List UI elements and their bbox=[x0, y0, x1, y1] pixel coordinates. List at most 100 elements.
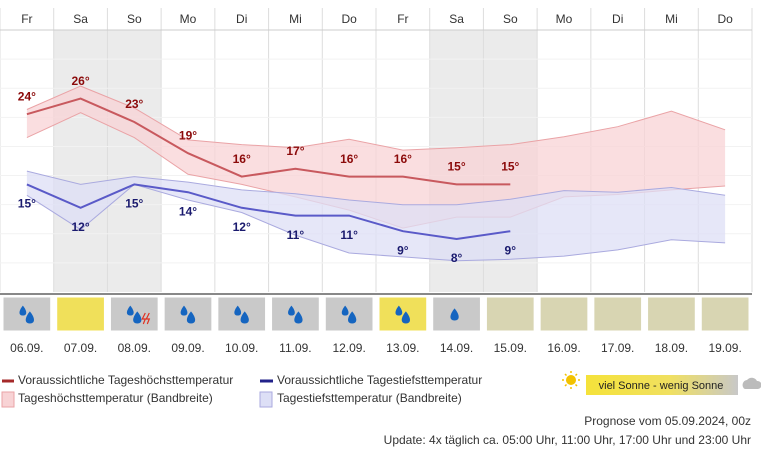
band-edge bbox=[26, 183, 726, 262]
date-label: 08.09. bbox=[118, 341, 151, 355]
icon-tile bbox=[56, 296, 105, 332]
icon-tile bbox=[217, 296, 267, 332]
day-name: Di bbox=[236, 12, 247, 26]
weather-icon bbox=[217, 296, 267, 332]
rain-drop bbox=[294, 311, 303, 324]
rain-drop bbox=[341, 305, 349, 316]
date-label: 13.09. bbox=[386, 341, 419, 355]
legend-label: Voraussichtliche Tageshöchsttemperatur bbox=[18, 373, 233, 387]
temperature-line bbox=[26, 183, 511, 241]
sunshine-label: viel Sonne - wenig Sonne bbox=[599, 380, 724, 392]
weather-icon bbox=[432, 296, 481, 332]
weather-icon bbox=[593, 296, 643, 332]
rain-drop bbox=[240, 311, 249, 324]
value-label: 15° bbox=[447, 160, 465, 174]
date-label: 09.09. bbox=[171, 341, 204, 355]
date-label: 10.09. bbox=[225, 341, 258, 355]
forecast-note: Prognose vom 05.09.2024, 00z bbox=[584, 414, 751, 428]
temperature-line bbox=[26, 97, 511, 186]
icon-tile bbox=[378, 296, 428, 332]
icon-tile bbox=[432, 296, 481, 332]
date-label: 12.09. bbox=[332, 341, 365, 355]
icon-tile bbox=[271, 296, 320, 332]
weekend-shade bbox=[107, 30, 162, 292]
weather-icon bbox=[700, 296, 750, 332]
icon-tile bbox=[2, 296, 52, 332]
legend: Voraussichtliche Tageshöchsttemperatur V… bbox=[1, 371, 761, 408]
date-label: 18.09. bbox=[655, 341, 688, 355]
value-label: 24° bbox=[18, 89, 36, 103]
rain-drop bbox=[395, 305, 403, 316]
weather-icon bbox=[378, 296, 428, 332]
day-name: Fr bbox=[21, 12, 32, 26]
day-name: Mo bbox=[556, 12, 573, 26]
value-label: 16° bbox=[233, 152, 251, 166]
rain-drop bbox=[19, 305, 27, 316]
value-label: 12° bbox=[71, 220, 89, 234]
rain-drop bbox=[450, 308, 459, 321]
day-name: Sa bbox=[73, 12, 88, 26]
day-name: Sa bbox=[449, 12, 464, 26]
value-label: 15° bbox=[18, 197, 36, 211]
day-name: So bbox=[127, 12, 142, 26]
legend-label: Tagestiefsttemperatur (Bandbreite) bbox=[277, 391, 462, 405]
icon-tile bbox=[539, 296, 589, 332]
value-label: 9° bbox=[397, 243, 409, 257]
date-label: 16.09. bbox=[547, 341, 580, 355]
day-name: Do bbox=[341, 12, 357, 26]
value-label: 15° bbox=[125, 197, 143, 211]
legend-swatch bbox=[259, 391, 273, 408]
plot: 24° 26° 23° 19° 16° 17° 16° 16° 15° 15° 15° 12° 15° 1… bbox=[18, 74, 726, 265]
date-label: 07.09. bbox=[64, 341, 97, 355]
rain-drop bbox=[133, 311, 142, 324]
update-note: Update: 4x täglich ca. 05:00 Uhr, 11:00 … bbox=[384, 433, 751, 447]
rain-drop bbox=[25, 311, 34, 324]
icon-tile bbox=[109, 296, 159, 332]
sun-icon bbox=[562, 371, 580, 389]
day-name: Di bbox=[612, 12, 623, 26]
icon-tile bbox=[647, 296, 696, 332]
value-label: 16° bbox=[394, 152, 412, 166]
value-label: 12° bbox=[233, 220, 251, 234]
icon-tile bbox=[593, 296, 643, 332]
value-label: 16° bbox=[340, 152, 358, 166]
weather-icon bbox=[163, 296, 213, 332]
date-label: 06.09. bbox=[10, 341, 43, 355]
value-label: 26° bbox=[71, 74, 89, 88]
rain-drop bbox=[288, 305, 295, 316]
day-name: Mo bbox=[180, 12, 197, 26]
weather-icon bbox=[539, 296, 589, 332]
weather-icon bbox=[324, 296, 374, 332]
weather-icon bbox=[271, 296, 320, 332]
lightning bbox=[141, 312, 151, 325]
date-label: 17.09. bbox=[601, 341, 634, 355]
day-name: Mi bbox=[665, 12, 678, 26]
legend-label: Tageshöchsttemperatur (Bandbreite) bbox=[18, 391, 213, 405]
date-label: 14.09. bbox=[440, 341, 473, 355]
day-name: So bbox=[503, 12, 518, 26]
icon-tile bbox=[485, 296, 535, 332]
rain-drop bbox=[126, 305, 134, 316]
icon-tile bbox=[163, 296, 213, 332]
legend-swatch bbox=[1, 391, 15, 408]
weather-icon bbox=[2, 296, 52, 332]
value-label: 9° bbox=[505, 243, 517, 257]
weather-icon bbox=[56, 296, 105, 332]
date-label: 15.09. bbox=[494, 341, 527, 355]
rain-drop bbox=[348, 311, 357, 324]
value-label: 11° bbox=[287, 228, 305, 242]
legend-label: Voraussichtliche Tagestiefsttemperatur bbox=[277, 373, 482, 387]
rain-drop bbox=[180, 305, 188, 316]
value-label: 8° bbox=[451, 251, 463, 265]
weather-icon bbox=[109, 296, 159, 332]
value-label: 14° bbox=[179, 204, 197, 218]
value-label: 19° bbox=[179, 128, 197, 142]
weather-icon bbox=[485, 296, 535, 332]
day-name: Mi bbox=[289, 12, 302, 26]
value-label: 11° bbox=[340, 228, 358, 242]
value-label: 23° bbox=[125, 97, 143, 111]
cloud-icon bbox=[742, 377, 761, 389]
value-label: 17° bbox=[286, 144, 304, 158]
rain-drop bbox=[234, 305, 242, 316]
